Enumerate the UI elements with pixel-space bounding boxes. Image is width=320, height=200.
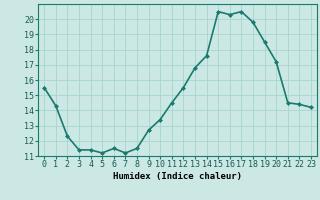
X-axis label: Humidex (Indice chaleur): Humidex (Indice chaleur): [113, 172, 242, 181]
